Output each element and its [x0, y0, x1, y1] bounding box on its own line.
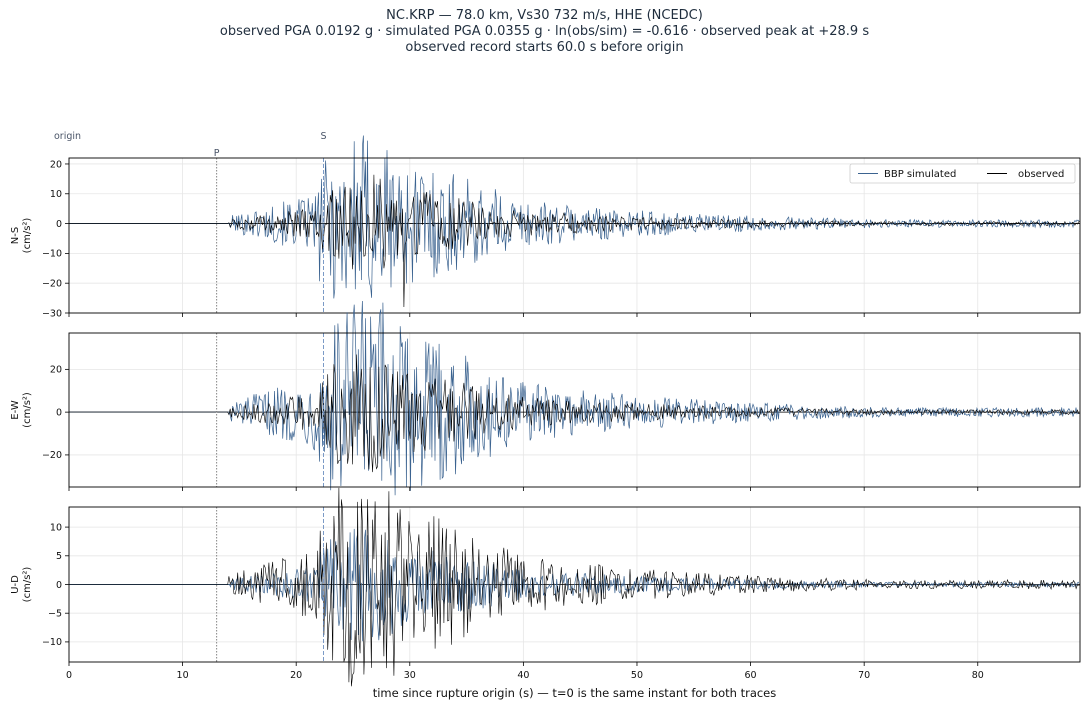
- y-tick-label: 20: [50, 365, 62, 376]
- y-tick-label: 0: [56, 580, 62, 591]
- p-marker-label: P: [214, 148, 220, 159]
- x-tick-label: 0: [66, 670, 72, 681]
- y-tick-label: 0: [56, 407, 62, 418]
- series-observed-panel-2: [69, 354, 1080, 473]
- series-bbp-simulated-panel-2: [69, 300, 1080, 496]
- y-tick-label: 10: [50, 522, 62, 533]
- x-tick-label: 40: [517, 670, 529, 681]
- series-observed-panel-1: [69, 174, 1080, 308]
- title-line-1: NC.KRP — 78.0 km, Vs30 732 m/s, HHE (NCE…: [386, 8, 703, 23]
- x-tick-label: 20: [290, 670, 302, 681]
- legend-label-observed: observed: [1018, 169, 1064, 180]
- x-tick-label: 10: [177, 670, 189, 681]
- y-tick-label: −5: [48, 609, 62, 620]
- y-axis-label-component: N-S: [10, 227, 21, 244]
- legend-label-simulated: BBP simulated: [884, 169, 956, 180]
- y-tick-label: −30: [42, 308, 62, 319]
- x-tick-label: 70: [858, 670, 870, 681]
- series-bbp-simulated-panel-3: [69, 528, 1080, 642]
- y-tick-label: −10: [42, 249, 62, 260]
- y-axis-label-unit: (cm/s²): [22, 218, 33, 254]
- y-axis-label-unit: (cm/s²): [22, 567, 33, 603]
- x-tick-label: 50: [631, 670, 643, 681]
- chart-title: NC.KRP — 78.0 km, Vs30 732 m/s, HHE (NCE…: [0, 8, 1089, 56]
- y-axis-label-component: E-W: [10, 400, 21, 420]
- x-tick-label: 60: [745, 670, 757, 681]
- title-line-3: observed record starts 60.0 s before ori…: [405, 40, 684, 55]
- s-marker-label: S: [320, 131, 326, 142]
- y-tick-label: 10: [50, 189, 62, 200]
- x-axis-label: time since rupture origin (s) — t=0 is t…: [372, 686, 777, 700]
- y-tick-label: −10: [42, 637, 62, 648]
- y-tick-label: −20: [42, 450, 62, 461]
- series-observed-panel-3: [69, 487, 1080, 687]
- legend-box: [849, 163, 1076, 184]
- panel-frame: [68, 332, 1081, 488]
- series-bbp-simulated-panel-1: [69, 135, 1080, 299]
- y-tick-label: 5: [56, 551, 62, 562]
- x-tick-label: 80: [972, 670, 984, 681]
- y-axis-label-unit: (cm/s²): [22, 392, 33, 428]
- title-line-2: observed PGA 0.0192 g · simulated PGA 0.…: [219, 24, 870, 39]
- y-axis-label-component: U-D: [10, 575, 21, 594]
- panel-frame: [68, 157, 1081, 314]
- x-tick-label: 30: [404, 670, 416, 681]
- origin-marker-label: origin: [54, 131, 81, 142]
- y-tick-label: −20: [42, 278, 62, 289]
- y-tick-label: 0: [56, 219, 62, 230]
- y-tick-label: 20: [50, 159, 62, 170]
